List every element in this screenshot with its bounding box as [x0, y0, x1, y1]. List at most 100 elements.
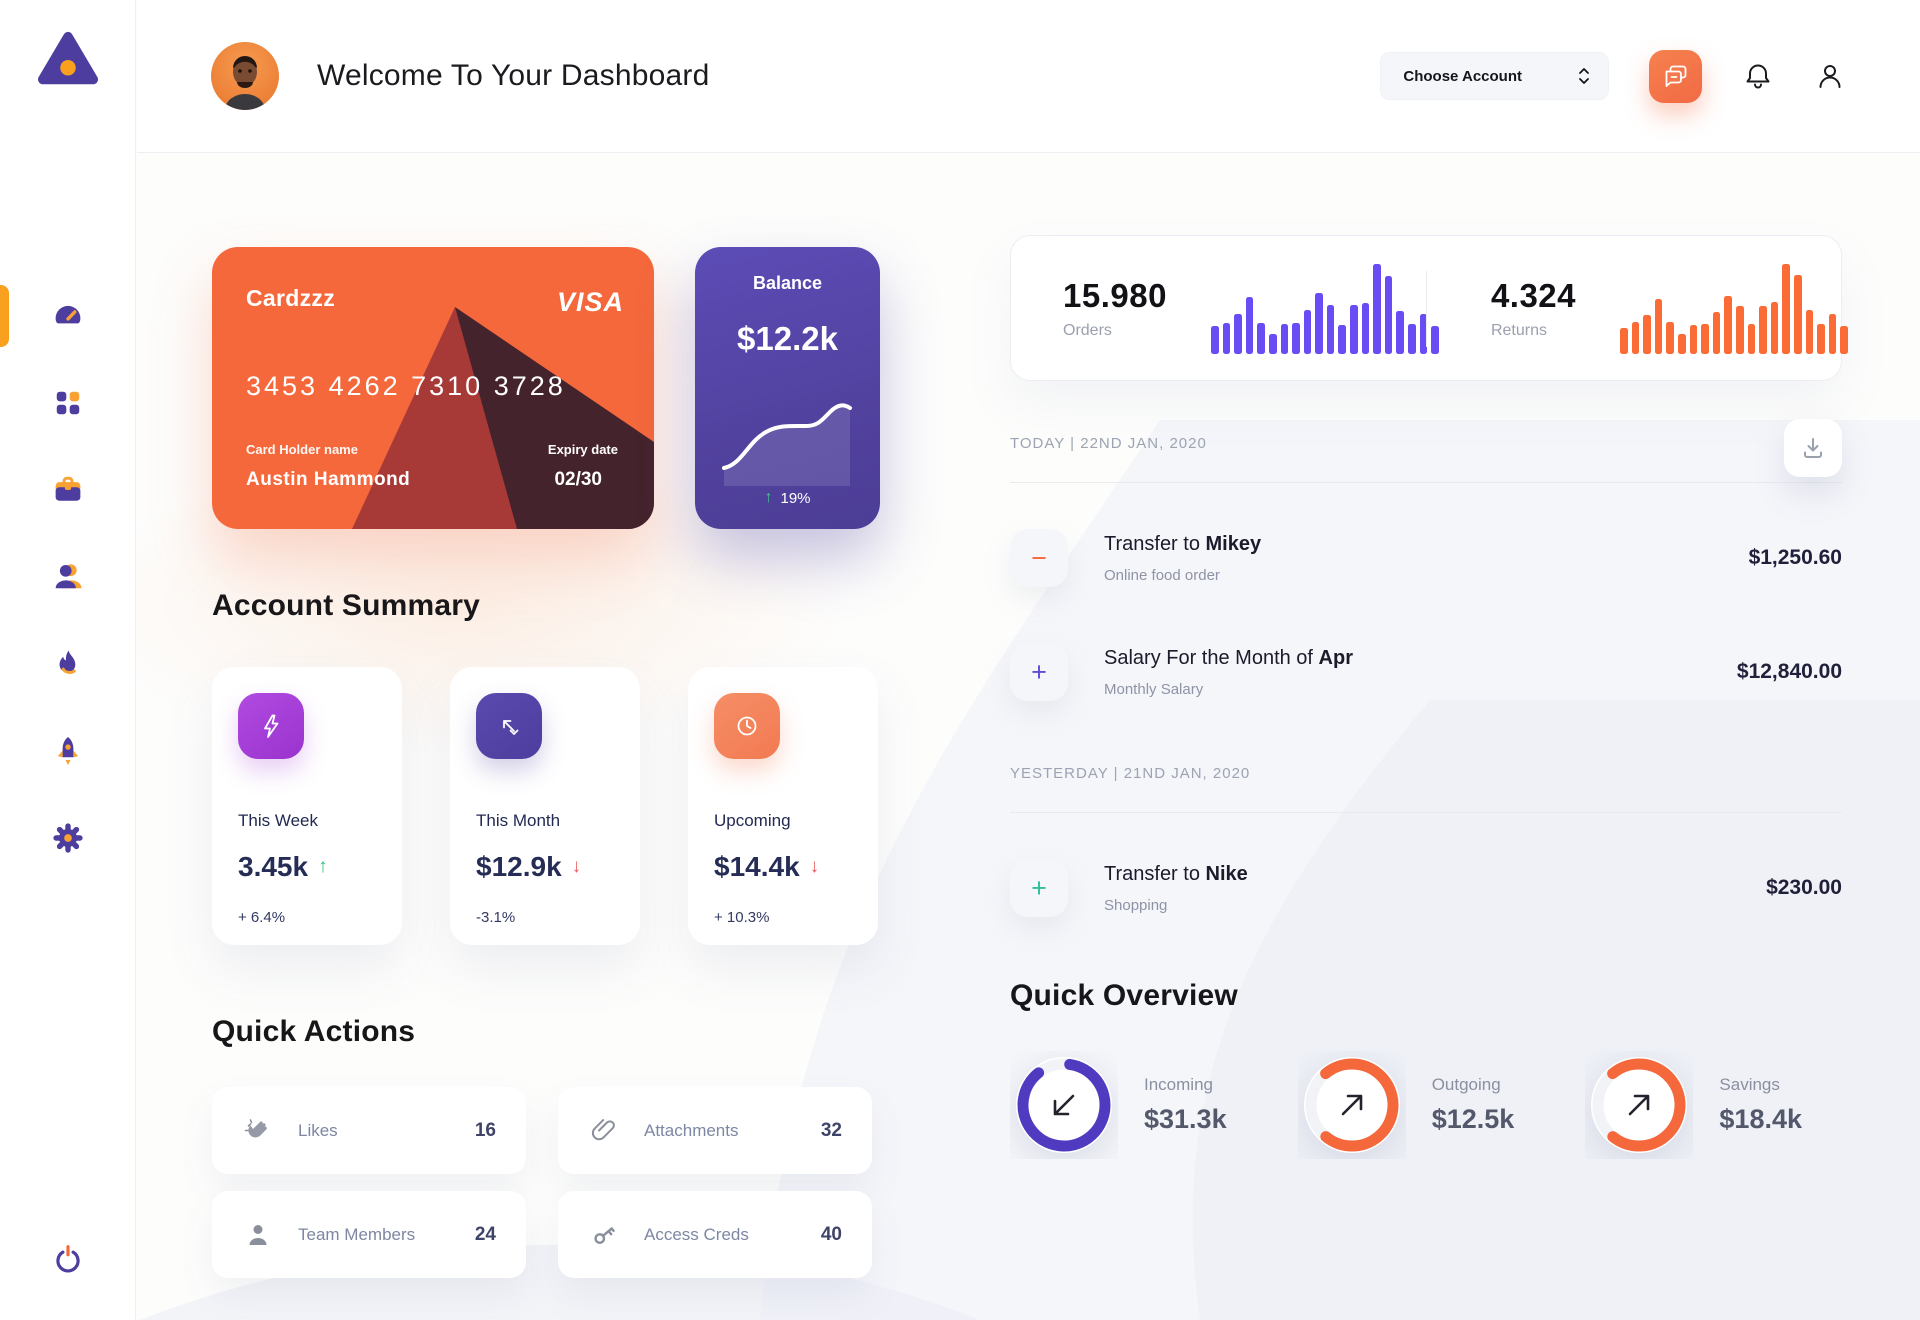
quick-actions-title: Quick Actions [212, 1015, 416, 1048]
apps-grid-icon [56, 391, 79, 414]
overview-label: Savings [1719, 1075, 1780, 1094]
summary-card-this-week: This Week 3.45k ↑ + 6.4% [212, 667, 402, 945]
download-button[interactable] [1784, 419, 1842, 477]
balance-change-value: 19% [780, 489, 811, 507]
header: Welcome To Your Dashboard Choose Account [137, 0, 1920, 153]
person-icon [249, 1224, 267, 1245]
overview-incoming: Incoming $31.3k [1010, 1051, 1227, 1159]
returns-stat: 4.324 Returns [1439, 262, 1848, 354]
right-column: 15.980 Orders 4.324 Returns [1010, 153, 1848, 1159]
profile-button[interactable] [1814, 60, 1846, 92]
sidebar-item-users[interactable] [0, 533, 135, 620]
transaction-amount: $1,250.60 [1748, 546, 1842, 569]
page-title: Welcome To Your Dashboard [317, 59, 710, 92]
sidebar-item-apps[interactable] [0, 359, 135, 446]
expiry-value: 02/30 [554, 469, 602, 490]
summary-amount: $14.4k [714, 851, 800, 882]
returns-bar-chart [1620, 262, 1848, 354]
divider [1010, 812, 1842, 813]
transaction-texts: Transfer to Mikey Online food order [1104, 533, 1261, 584]
notifications-button[interactable] [1742, 60, 1774, 92]
user-avatar[interactable] [211, 42, 279, 110]
action-count: 32 [820, 1119, 842, 1141]
incoming-ring [1016, 1057, 1112, 1153]
overview-label: Incoming [1144, 1075, 1213, 1094]
active-indicator [0, 284, 9, 347]
transaction-title: Transfer to Mikey [1104, 532, 1262, 555]
transaction-amount: $230.00 [1766, 876, 1842, 899]
down-arrow-icon: ↓ [571, 856, 582, 877]
orders-value: 15.980 [1063, 276, 1167, 314]
summary-card-upcoming: Upcoming $14.4k ↓ + 10.3% [688, 667, 878, 945]
card-number: 3453 4262 7310 3728 [246, 371, 566, 401]
transaction-row[interactable]: − Transfer to Mikey Online food order $1… [1010, 529, 1842, 587]
date-group-today: TODAY | 22ND JAN, 2020 [1010, 435, 1207, 452]
action-team-members[interactable]: Team Members 24 [212, 1191, 526, 1278]
profile-icon [1819, 65, 1841, 88]
quick-actions-grid: Likes 16 Attachments 32 Team Members 24 [212, 1087, 880, 1278]
account-selector-label: Choose Account [1403, 67, 1522, 85]
app-logo[interactable] [37, 30, 99, 92]
transaction-title: Transfer to Nike [1104, 862, 1248, 885]
sidebar-item-dashboard[interactable] [0, 272, 135, 359]
chat-button[interactable] [1649, 49, 1702, 103]
divider [1426, 271, 1427, 347]
dashboard-icon [55, 305, 80, 323]
key-icon [594, 1226, 615, 1244]
sidebar-item-launch[interactable] [0, 707, 135, 794]
clock-icon [714, 693, 780, 759]
transaction-amount: $12,840.00 [1736, 660, 1842, 683]
transactions-section: TODAY | 22ND JAN, 2020 − Transfer to Mik… [1010, 419, 1842, 917]
transaction-title: Salary For the Month of Apr [1104, 646, 1353, 669]
chevron-up-down-icon [1579, 68, 1589, 84]
header-actions: Choose Account [1380, 49, 1846, 103]
credit-card: Cardzzz VISA 3453 4262 7310 3728 Card Ho… [212, 247, 654, 529]
rocket-icon [57, 736, 78, 765]
savings-ring [1591, 1057, 1688, 1153]
action-label: Team Members [298, 1224, 416, 1244]
summary-period: This Week [238, 811, 318, 830]
sidebar-item-settings[interactable] [0, 794, 135, 881]
power-icon[interactable] [50, 1242, 86, 1278]
down-arrow-icon: ↓ [809, 856, 820, 877]
action-attachments[interactable]: Attachments 32 [558, 1087, 872, 1174]
orders-label: Orders [1063, 321, 1112, 339]
download-icon [1804, 438, 1822, 458]
action-access-creds[interactable]: Access Creds 40 [558, 1191, 872, 1278]
expiry-label: Expiry date [547, 442, 618, 457]
orders-returns-card: 15.980 Orders 4.324 Returns [1010, 235, 1848, 381]
chat-icon [1665, 65, 1686, 87]
sidebar-item-trending[interactable] [0, 620, 135, 707]
summary-value: 3.45k ↑ [238, 851, 402, 883]
sidebar-item-portfolio[interactable] [0, 446, 135, 533]
visa-logo: VISA [556, 287, 624, 317]
card-holder-name: Austin Hammond [246, 469, 411, 490]
summary-delta: + 6.4% [238, 909, 286, 926]
orders-stat: 15.980 Orders [1011, 262, 1439, 354]
summary-delta: + 10.3% [714, 909, 770, 926]
overview-label: Outgoing [1431, 1075, 1501, 1094]
action-count: 16 [474, 1119, 496, 1141]
balance-value: $12.2k [737, 320, 838, 357]
gear-icon [52, 822, 83, 853]
left-column: Cardzzz VISA 3453 4262 7310 3728 Card Ho… [212, 153, 880, 1278]
action-likes[interactable]: Likes 16 [212, 1087, 526, 1174]
up-arrow-icon: ↑ [764, 489, 773, 506]
balance-card: Balance $12.2k ↑ 19% [695, 247, 880, 529]
overview-savings: Savings $18.4k [1585, 1051, 1802, 1159]
transaction-subtitle: Shopping [1104, 896, 1168, 914]
balance-sparkline [721, 403, 852, 486]
transaction-row[interactable]: + Salary For the Month of Apr Monthly Sa… [1010, 643, 1842, 701]
avatar-image [211, 42, 279, 110]
bell-icon [1746, 64, 1770, 89]
clap-icon [244, 1118, 267, 1137]
sidebar [0, 0, 136, 1320]
action-label: Attachments [644, 1120, 739, 1140]
summary-value: $12.9k ↓ [476, 851, 640, 883]
account-selector[interactable]: Choose Account [1380, 52, 1609, 100]
date-group-yesterday: YESTERDAY | 21ND JAN, 2020 [1010, 765, 1251, 782]
summary-period: Upcoming [714, 811, 791, 830]
transaction-row[interactable]: + Transfer to Nike Shopping $230.00 [1010, 859, 1842, 917]
orders-bar-chart [1210, 262, 1439, 354]
